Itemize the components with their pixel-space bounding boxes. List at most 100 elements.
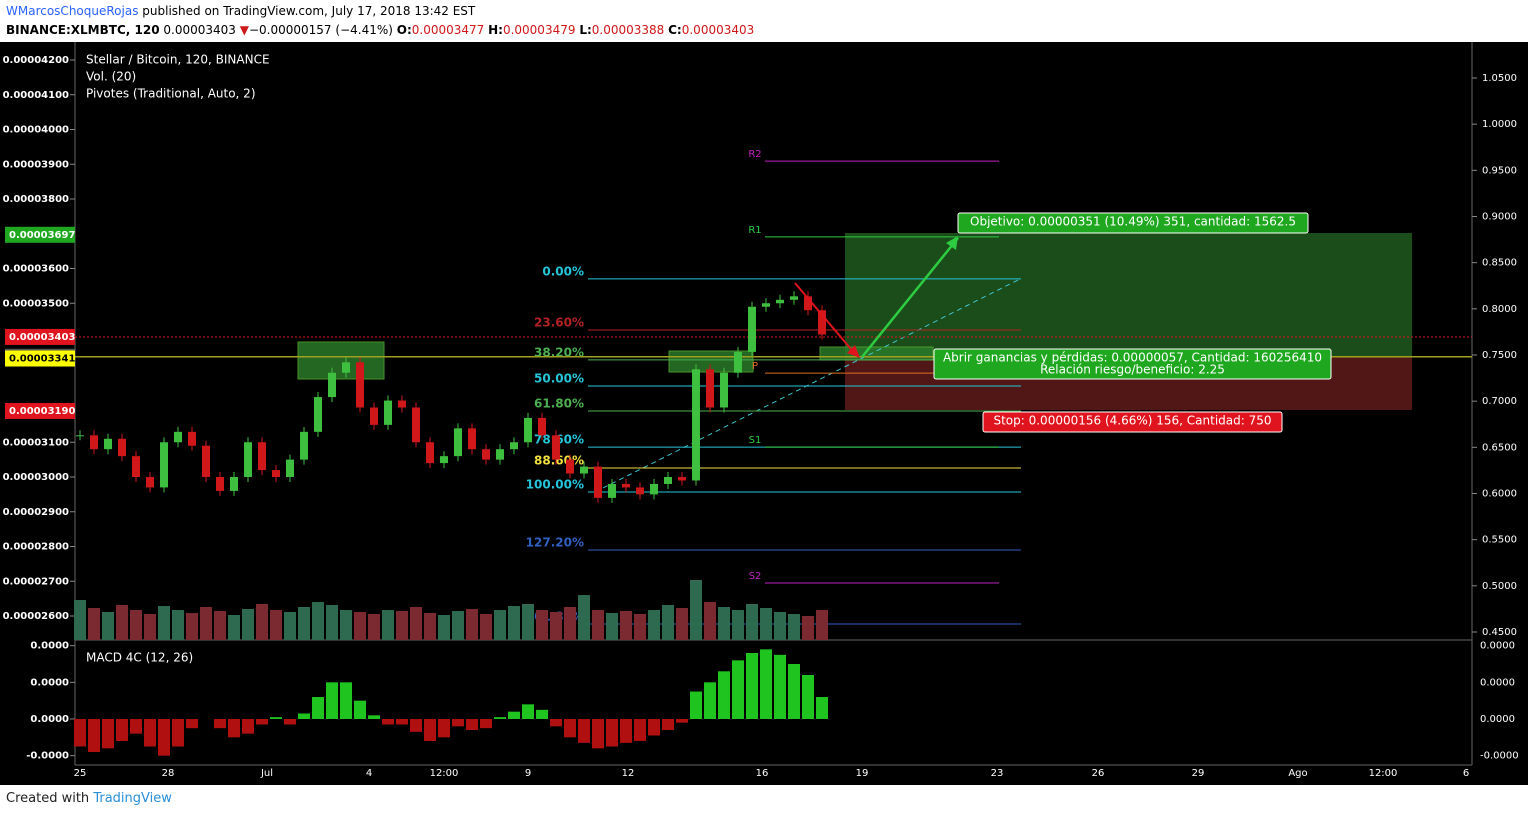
volume-bar bbox=[144, 614, 156, 640]
macd-bar bbox=[424, 719, 436, 741]
x-tick-label: 25 bbox=[74, 768, 87, 779]
candle bbox=[286, 459, 294, 477]
fib-label: 61.80% bbox=[534, 396, 584, 410]
macd-bar bbox=[550, 719, 562, 727]
brand[interactable]: TradingView bbox=[93, 791, 172, 806]
volume-bar bbox=[802, 616, 814, 640]
pnl-label: Abrir ganancias y pérdidas: 0.00000057, … bbox=[943, 351, 1322, 365]
macd-bar bbox=[158, 719, 170, 756]
volume-bar bbox=[788, 614, 800, 640]
pivots-label: S1 bbox=[749, 435, 762, 446]
target-box bbox=[957, 212, 1309, 234]
volume-bar bbox=[634, 614, 646, 640]
candle bbox=[412, 407, 420, 443]
candle bbox=[524, 417, 532, 443]
macd-bar bbox=[704, 682, 716, 719]
down-arrow-head bbox=[847, 345, 860, 358]
candle bbox=[762, 303, 770, 307]
macd-bar bbox=[256, 719, 268, 725]
candle bbox=[552, 435, 560, 460]
volume-bar bbox=[746, 604, 758, 640]
candle bbox=[104, 438, 112, 450]
target-label: Objetivo: 0.00000351 (10.49%) 351, canti… bbox=[970, 215, 1296, 229]
fib-label: 0.00% bbox=[542, 264, 584, 278]
candle bbox=[426, 442, 434, 464]
macd-bar bbox=[634, 719, 646, 741]
volume-bar bbox=[480, 614, 492, 640]
l-label: L: bbox=[579, 23, 592, 37]
candle bbox=[622, 483, 630, 488]
y2-tick-label: 0.7000 bbox=[1482, 396, 1517, 407]
candle bbox=[496, 449, 504, 460]
y2-tick-label: 0.5000 bbox=[1482, 581, 1517, 592]
y-tick-label: 0.00002600 bbox=[3, 611, 69, 622]
volume-bar bbox=[718, 607, 730, 640]
x-tick-label: 12:00 bbox=[1369, 768, 1398, 779]
price-tag bbox=[5, 350, 75, 367]
macd-bar bbox=[340, 682, 352, 719]
close: 0.00003403 bbox=[681, 23, 755, 37]
macd-bar bbox=[242, 719, 254, 734]
fib-label: 38.20% bbox=[534, 345, 584, 359]
candle bbox=[454, 428, 462, 457]
author[interactable]: WMarcosChoqueRojas bbox=[6, 4, 139, 18]
y2-tick-label: 0.9000 bbox=[1482, 212, 1517, 223]
y2-tick-label: 0.4500 bbox=[1482, 627, 1517, 638]
zone-box bbox=[297, 341, 385, 380]
volume-bar bbox=[102, 612, 114, 640]
macd-bar bbox=[186, 719, 198, 729]
legend-entry: Pivotes (Traditional, Auto, 2) bbox=[86, 87, 256, 101]
macd-bar bbox=[592, 719, 604, 749]
macd-bar bbox=[746, 653, 758, 719]
volume-bar bbox=[760, 608, 772, 640]
volume-bar bbox=[494, 610, 506, 640]
arrow: ▼ bbox=[239, 23, 249, 37]
macd-bar bbox=[102, 719, 114, 749]
volume-bar bbox=[522, 604, 534, 640]
down-arrow bbox=[794, 282, 857, 356]
x-tick-label: 19 bbox=[856, 768, 869, 779]
volume-bar bbox=[396, 611, 408, 640]
y2-tick-label: 0.8000 bbox=[1482, 304, 1517, 315]
macd-bar bbox=[284, 719, 296, 725]
candle bbox=[328, 372, 336, 398]
macd-bar bbox=[690, 691, 702, 719]
chart: 0.00004200 0.00004100 0.00004000 0.00003900… bbox=[0, 42, 1528, 785]
zone-box bbox=[819, 346, 934, 361]
candle bbox=[384, 400, 392, 425]
candle bbox=[608, 483, 616, 498]
volume-bar bbox=[676, 608, 688, 640]
x-tick-label: 28 bbox=[162, 768, 175, 779]
candle bbox=[440, 456, 448, 464]
x-tick-label: 23 bbox=[991, 768, 1004, 779]
volume-bar bbox=[578, 595, 590, 640]
candle bbox=[538, 417, 546, 436]
y2-tick-label: 0.9500 bbox=[1482, 165, 1517, 176]
y-tick-label: 0.00003500 bbox=[3, 298, 69, 309]
macd-bar bbox=[494, 717, 506, 719]
stop-label: Stop: 0.00000156 (4.66%) 156, Cantidad: … bbox=[993, 414, 1271, 428]
macd-bar bbox=[312, 697, 324, 719]
candle bbox=[356, 362, 364, 408]
created: Created with bbox=[6, 791, 90, 806]
price-tag-label: 0.00003697 bbox=[9, 230, 75, 241]
macd-bar bbox=[172, 719, 184, 747]
stop-box bbox=[982, 411, 1283, 433]
candle bbox=[594, 466, 602, 498]
candle bbox=[300, 431, 308, 460]
y2-tick-label: 0.6500 bbox=[1482, 442, 1517, 453]
candle bbox=[272, 470, 280, 477]
volume-bar bbox=[606, 613, 618, 640]
candle bbox=[580, 466, 588, 474]
macd-bar bbox=[396, 719, 408, 725]
macd-bar bbox=[760, 649, 772, 719]
volume-bar bbox=[564, 607, 576, 640]
candle bbox=[734, 351, 742, 373]
candle bbox=[370, 407, 378, 425]
macd-title: MACD 4C (12, 26) bbox=[86, 651, 193, 665]
volume-bar bbox=[592, 610, 604, 640]
last: 0.00003403 bbox=[163, 23, 236, 37]
volume-bar bbox=[88, 608, 100, 640]
macd-tick-label: 0.0000 bbox=[1480, 641, 1515, 652]
y-tick-label: 0.00004200 bbox=[3, 55, 69, 66]
